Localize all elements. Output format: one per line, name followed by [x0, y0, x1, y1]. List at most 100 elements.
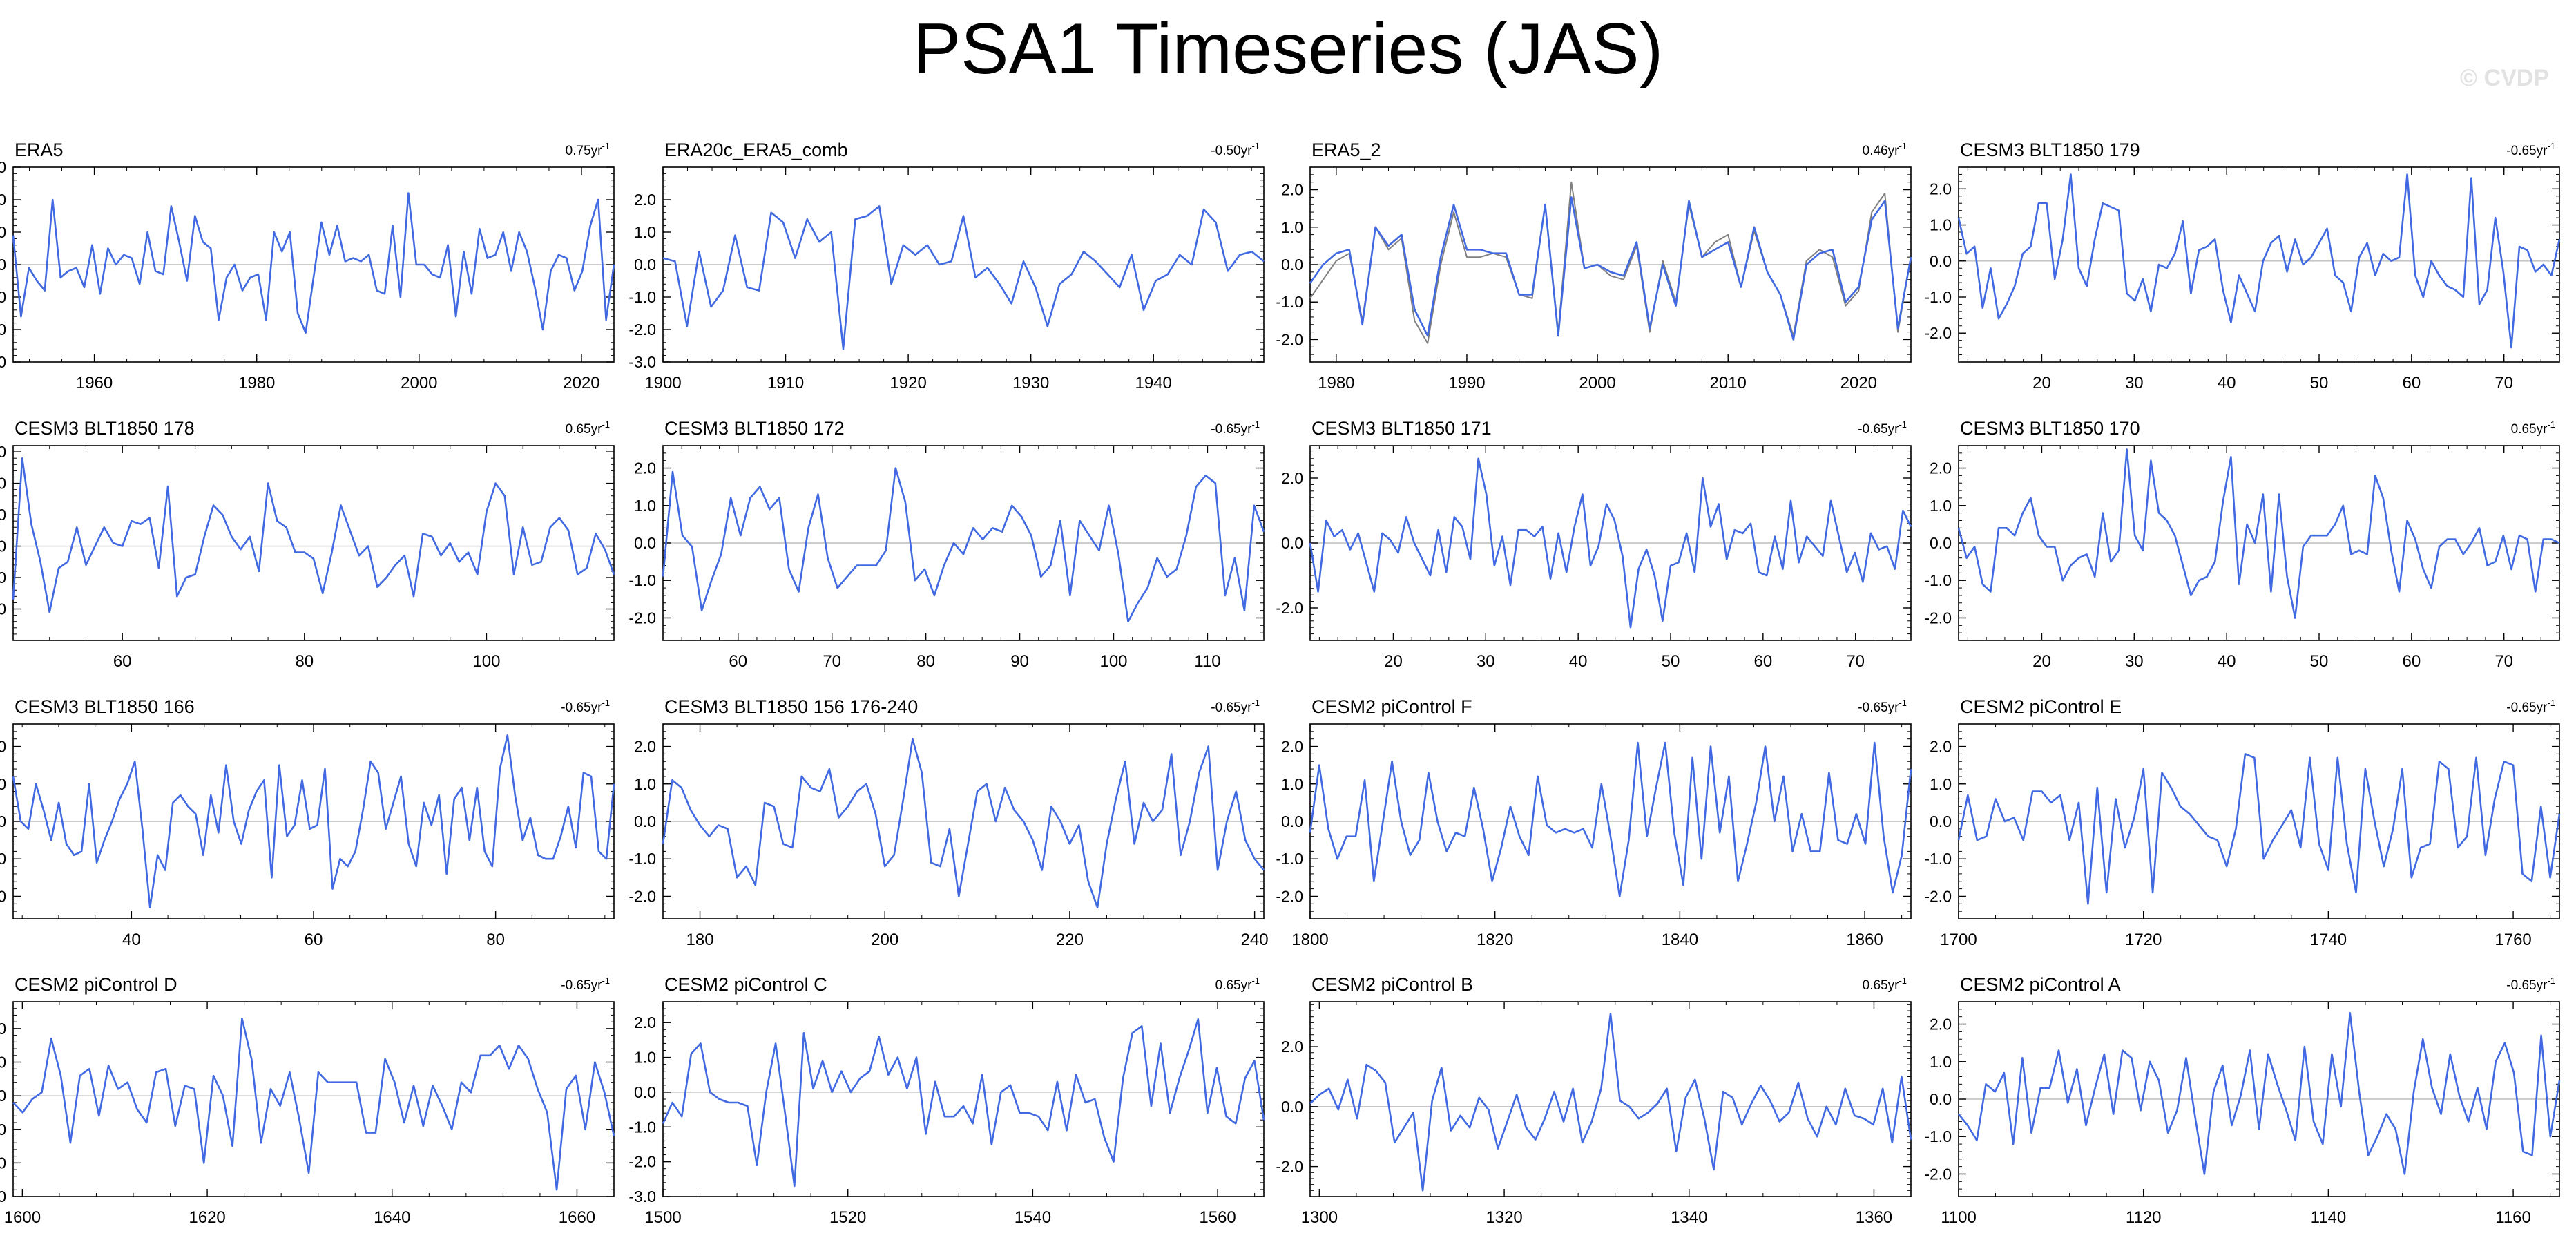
trend-label: 0.65yr-1 [1215, 975, 1260, 993]
trend-label: -0.65yr-1 [561, 698, 610, 715]
y-tick-label: -2.0 [1276, 1158, 1303, 1176]
y-tick-label: -3.0 [0, 353, 6, 371]
x-tick-label: 1720 [2125, 931, 2162, 949]
series-line [1309, 457, 1912, 629]
x-tick-label: 2020 [563, 374, 599, 392]
panel: CESM2 piControl A -0.65yr-1 -2.0 -1.0 0.0 1.0… [1924, 974, 2561, 1227]
x-tick-label: 70 [2495, 652, 2513, 671]
x-tick-label: 1700 [1940, 931, 1977, 949]
y-tick-label: 0.0 [0, 537, 6, 555]
x-tick-label: 1840 [1662, 931, 1698, 949]
y-tick-label: 1.0 [634, 497, 656, 515]
y-tick-label: 0.0 [0, 256, 6, 274]
y-tick-label: 1.0 [634, 1049, 656, 1067]
trend-label: -0.50yr-1 [1211, 141, 1260, 158]
panel: ERA5_2 0.46yr-1 -2.0 -1.0 0.0 1.0 2.0 1980 1990 2… [1276, 140, 1912, 392]
x-tick-label: 1740 [2310, 931, 2347, 949]
trend-superscript: -1 [2547, 419, 2555, 430]
x-tick-label: 220 [1056, 931, 1084, 949]
y-tick-label: -1.0 [1924, 571, 1952, 589]
panel: CESM3 BLT1850 179 -0.65yr-1 -2.0 -1.0 0.0 1.0… [1924, 140, 2561, 392]
y-tick-label: -2.0 [0, 321, 6, 339]
x-tick-label: 80 [916, 652, 935, 671]
y-tick-label: 2.0 [0, 475, 6, 493]
x-tick-label: 50 [2310, 374, 2329, 392]
x-tick-label: 60 [2402, 652, 2421, 671]
panel: CESM3 BLT1850 178 0.65yr-1 -2.0 -1.0 0.0 1.0 2… [0, 418, 615, 671]
y-tick-label: 0.0 [1281, 1098, 1303, 1116]
y-tick-label: -1.0 [0, 288, 6, 306]
x-tick-label: 40 [1569, 652, 1588, 671]
y-tick-label: 0.0 [1930, 252, 1952, 270]
y-tick-label: 2.0 [1281, 181, 1303, 199]
trend-label: -0.65yr-1 [561, 975, 610, 993]
y-tick-label: -2.0 [1924, 1165, 1952, 1183]
y-tick-label: -1.0 [1924, 288, 1952, 306]
y-tick-label: -1.0 [628, 1118, 656, 1136]
series-line [1309, 741, 1912, 897]
panel: ERA5 0.75yr-1 -3.0 -2.0 -1.0 0.0 1.0 2.0 3.0 1960… [0, 140, 615, 392]
trend-superscript: -1 [1251, 698, 1260, 708]
panel-title: ERA20c_ERA5_comb [664, 140, 848, 160]
trend-label: 0.46yr-1 [1863, 141, 1907, 158]
trend-label: 0.75yr-1 [566, 141, 610, 158]
panel: CESM2 piControl B 0.65yr-1 -2.0 0.0 2.0 1300 1… [1276, 974, 1912, 1227]
obs-series-line [1309, 181, 1912, 344]
x-tick-label: 30 [2125, 374, 2144, 392]
trend-superscript: -1 [2547, 141, 2555, 151]
trend-label: -0.65yr-1 [2506, 141, 2555, 158]
x-tick-label: 2010 [1710, 374, 1747, 392]
y-tick-label: -2.0 [628, 321, 656, 339]
series-line [662, 1018, 1265, 1188]
panel-title: CESM2 piControl C [664, 974, 827, 995]
y-tick-label: 2.0 [0, 1020, 6, 1038]
y-tick-label: -2.0 [628, 887, 656, 905]
x-tick-label: 240 [1241, 931, 1269, 949]
x-tick-label: 1540 [1015, 1208, 1051, 1227]
x-tick-label: 30 [2125, 652, 2144, 671]
x-tick-label: 60 [2402, 374, 2421, 392]
trend-superscript: -1 [1899, 975, 1907, 986]
x-tick-label: 1500 [644, 1208, 681, 1227]
trend-superscript: -1 [602, 141, 610, 151]
y-tick-label: 0.0 [1930, 1090, 1952, 1108]
x-tick-label: 70 [2495, 374, 2513, 392]
panel-title: CESM3 BLT1850 171 [1311, 418, 1492, 439]
trend-label: -0.65yr-1 [1211, 698, 1260, 715]
y-tick-label: 2.0 [1281, 1038, 1303, 1056]
x-tick-label: 60 [305, 931, 323, 949]
page-title: PSA1 Timeseries (JAS) [912, 9, 1664, 89]
series-line [662, 738, 1265, 908]
y-tick-label: -2.0 [1924, 887, 1952, 905]
x-tick-label: 1860 [1846, 931, 1883, 949]
y-tick-label: -3.0 [628, 1188, 656, 1205]
trend-superscript: -1 [1899, 698, 1907, 708]
x-tick-label: 1820 [1477, 931, 1513, 949]
x-tick-label: 20 [2032, 374, 2051, 392]
trend-superscript: -1 [1251, 975, 1260, 986]
y-tick-label: 2.0 [1281, 469, 1303, 487]
x-tick-label: 1320 [1486, 1208, 1522, 1227]
y-tick-label: -2.0 [628, 1153, 656, 1171]
panel: CESM3 BLT1850 170 0.65yr-1 -2.0 -1.0 0.0 1.0 2… [1924, 418, 2560, 671]
y-tick-label: 2.0 [1930, 459, 1952, 477]
panel-title: CESM3 BLT1850 179 [1960, 140, 2140, 160]
series-line [12, 1018, 615, 1191]
panel-title: ERA5 [15, 140, 64, 160]
y-tick-label: 2.0 [634, 459, 656, 477]
y-tick-label: -2.0 [0, 1154, 6, 1172]
x-tick-label: 110 [1194, 652, 1220, 671]
panel: CESM3 BLT1850 172 -0.65yr-1 -2.0 -1.0 0.0 1.0… [628, 418, 1265, 671]
x-tick-label: 40 [2218, 652, 2236, 671]
x-tick-label: 1300 [1301, 1208, 1338, 1227]
panel-title: CESM2 piControl E [1960, 696, 2122, 717]
panel-title: ERA5_2 [1311, 140, 1381, 160]
y-tick-label: -2.0 [0, 887, 6, 905]
y-tick-label: -3.0 [0, 1188, 6, 1205]
x-tick-label: 1340 [1671, 1208, 1707, 1227]
panel-title: CESM2 piControl F [1311, 696, 1472, 717]
series-line [1957, 753, 2561, 905]
y-tick-label: 0.0 [634, 534, 656, 552]
panel: CESM2 piControl D -0.65yr-1 -3.0 -2.0 -1.0 0.… [0, 974, 615, 1227]
